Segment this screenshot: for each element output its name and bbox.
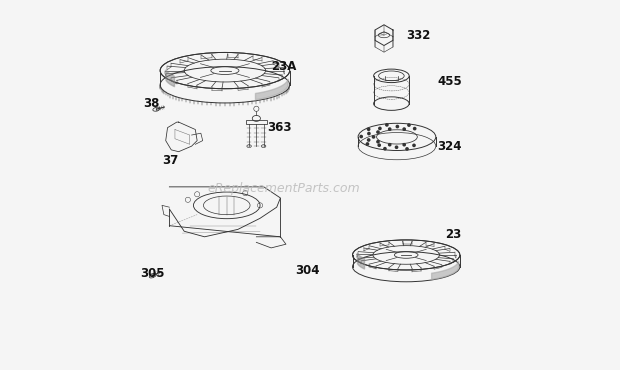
Circle shape xyxy=(376,140,380,144)
Circle shape xyxy=(402,127,406,131)
Text: 305: 305 xyxy=(140,267,164,280)
Text: 23A: 23A xyxy=(271,60,296,73)
Circle shape xyxy=(395,145,399,149)
Text: 37: 37 xyxy=(162,154,179,168)
Circle shape xyxy=(376,130,380,134)
Circle shape xyxy=(360,135,363,138)
Text: 324: 324 xyxy=(438,139,462,153)
Circle shape xyxy=(412,144,416,147)
Circle shape xyxy=(388,127,392,131)
Text: 23: 23 xyxy=(445,228,461,242)
Text: 332: 332 xyxy=(406,28,430,42)
Circle shape xyxy=(367,138,371,142)
Circle shape xyxy=(378,127,382,130)
Text: eReplacementParts.com: eReplacementParts.com xyxy=(208,182,360,195)
Bar xyxy=(246,120,267,124)
Circle shape xyxy=(388,143,392,147)
Text: 363: 363 xyxy=(267,121,292,134)
Circle shape xyxy=(385,123,389,127)
Text: 304: 304 xyxy=(295,263,320,277)
Circle shape xyxy=(371,135,375,139)
Circle shape xyxy=(367,127,371,131)
Text: 455: 455 xyxy=(438,75,463,88)
Circle shape xyxy=(367,132,371,135)
Text: 38: 38 xyxy=(143,97,160,110)
Circle shape xyxy=(383,147,387,151)
Circle shape xyxy=(407,123,411,127)
Circle shape xyxy=(366,142,370,146)
Circle shape xyxy=(396,125,399,128)
Circle shape xyxy=(378,143,381,147)
Circle shape xyxy=(413,127,417,131)
Circle shape xyxy=(405,147,409,151)
Circle shape xyxy=(402,143,406,147)
